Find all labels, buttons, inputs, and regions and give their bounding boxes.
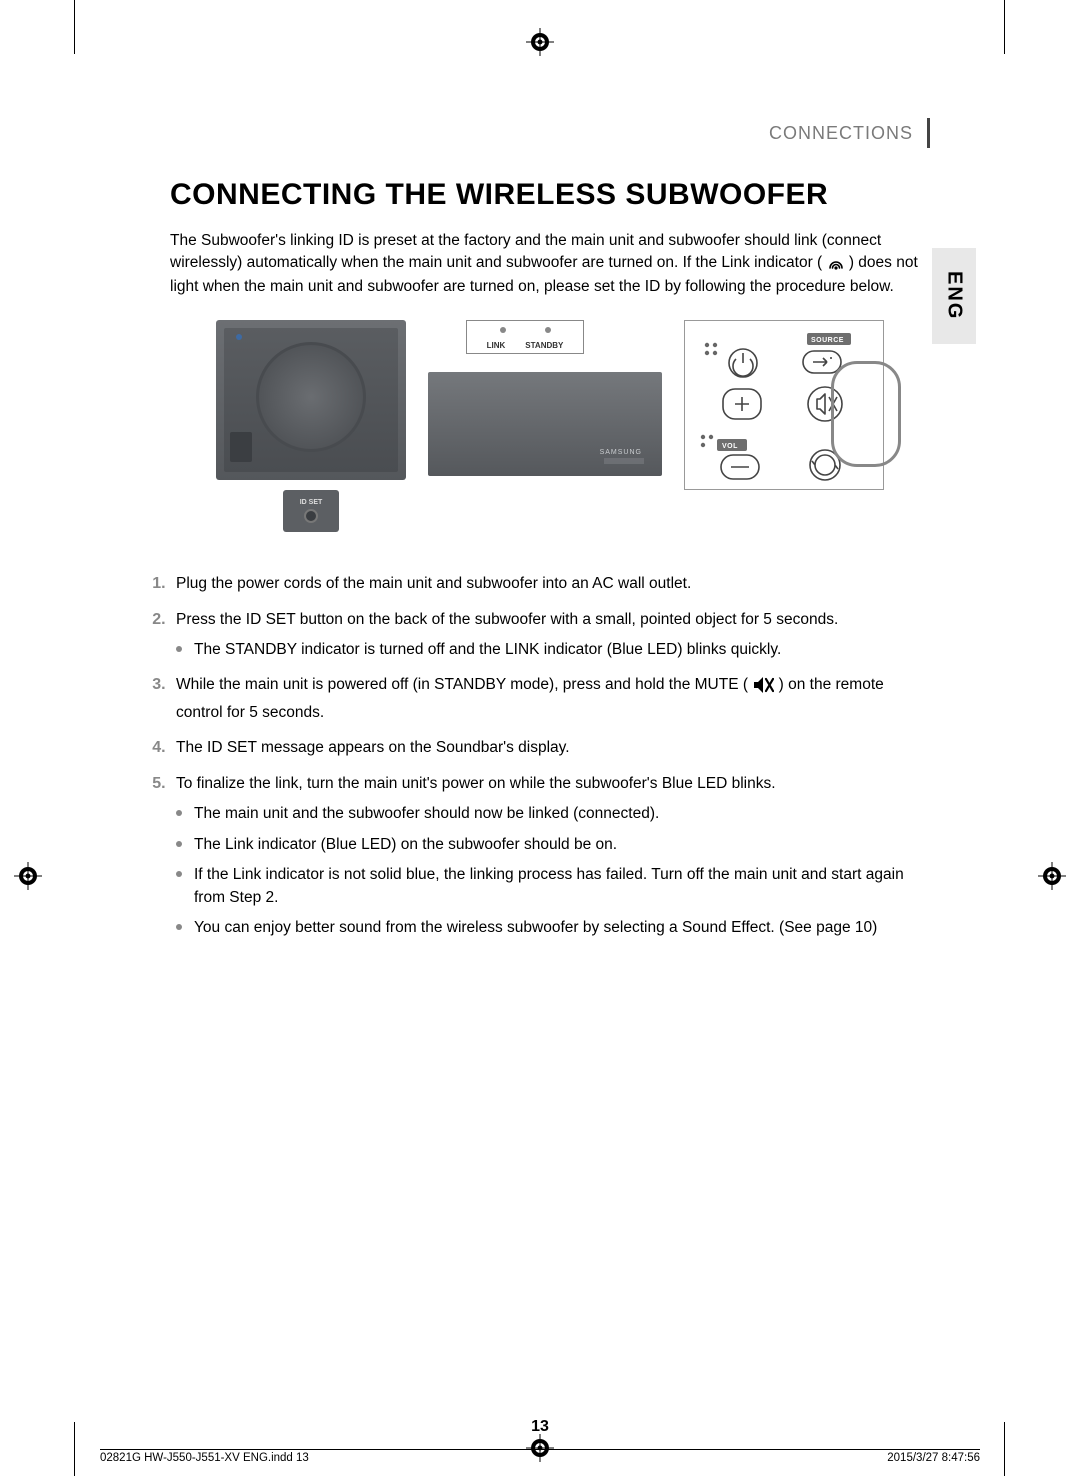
- soundbar-figure: LINK STANDBY SAMSUNG: [428, 320, 662, 476]
- bullet-item: The Link indicator (Blue LED) on the sub…: [176, 834, 930, 856]
- figures-row: ID SET LINK STANDBY SAMSUNG: [170, 320, 930, 532]
- crop-mark: [1004, 1422, 1005, 1476]
- page: ENG CONNECTIONS CONNECTING THE WIRELESS …: [0, 0, 1080, 1476]
- intro-paragraph: The Subwoofer's linking ID is preset at …: [170, 230, 930, 298]
- step-item: While the main unit is powered off (in S…: [170, 673, 930, 724]
- led-dot-icon: [500, 327, 506, 333]
- bullet-item: If the Link indicator is not solid blue,…: [176, 864, 930, 909]
- remote-figure: VOL SOURCE: [684, 320, 884, 490]
- subwoofer-body: [216, 320, 406, 480]
- footer-timestamp: 2015/3/27 8:47:56: [887, 1452, 980, 1464]
- vol-up-button-icon: [723, 389, 761, 419]
- id-set-button-icon: [304, 509, 318, 523]
- section-label: CONNECTIONS: [769, 123, 927, 144]
- registration-mark-icon: [526, 28, 554, 56]
- link-indicator-icon: [827, 255, 845, 277]
- registration-mark-icon: [1038, 862, 1066, 890]
- bullet-item: You can enjoy better sound from the wire…: [176, 917, 930, 939]
- link-label: LINK: [487, 341, 506, 350]
- crop-mark: [74, 0, 75, 54]
- bullet-item: The main unit and the subwoofer should n…: [176, 803, 930, 825]
- speaker-cone-icon: [256, 342, 366, 452]
- step-item: Press the ID SET button on the back of t…: [170, 608, 930, 662]
- power-button-icon: [729, 349, 757, 377]
- page-title: CONNECTING THE WIRELESS SUBWOOFER: [170, 178, 930, 212]
- crop-mark: [74, 1422, 75, 1476]
- vol-label: VOL: [722, 443, 738, 450]
- brand-label: SAMSUNG: [600, 449, 642, 456]
- step-item: To finalize the link, turn the main unit…: [170, 772, 930, 940]
- registration-mark-icon: [14, 862, 42, 890]
- bass-port-icon: [230, 432, 252, 462]
- standby-label: STANDBY: [525, 341, 563, 350]
- soundbar-body: SAMSUNG: [428, 372, 662, 476]
- source-button-icon: [803, 351, 841, 373]
- content-area: ENG CONNECTIONS CONNECTING THE WIRELESS …: [170, 118, 930, 952]
- source-label: SOURCE: [811, 337, 844, 344]
- footer-filename: 02821G HW-J550-J551-XV ENG.indd 13: [100, 1452, 309, 1464]
- bullet-item: The STANDBY indicator is turned off and …: [176, 639, 930, 661]
- id-set-panel: ID SET: [283, 490, 339, 532]
- section-header: CONNECTIONS: [170, 118, 930, 148]
- section-bar-icon: [927, 118, 930, 148]
- id-set-label: ID SET: [300, 499, 323, 506]
- crop-mark: [1004, 0, 1005, 54]
- page-number: 13: [531, 1418, 549, 1436]
- vol-down-button-icon: [721, 455, 759, 479]
- steps-list: Plug the power cords of the main unit an…: [170, 572, 930, 940]
- led-dot-icon: [545, 327, 551, 333]
- language-label: ENG: [943, 271, 966, 320]
- link-standby-panel: LINK STANDBY: [466, 320, 584, 354]
- highlight-circle-icon: [831, 361, 901, 467]
- mute-icon: [752, 676, 774, 701]
- subwoofer-figure: ID SET: [216, 320, 406, 532]
- step-item: The ID SET message appears on the Soundb…: [170, 736, 930, 759]
- footer: 02821G HW-J550-J551-XV ENG.indd 13 2015/…: [100, 1449, 980, 1464]
- step-item: Plug the power cords of the main unit an…: [170, 572, 930, 595]
- language-tab: ENG: [932, 248, 976, 344]
